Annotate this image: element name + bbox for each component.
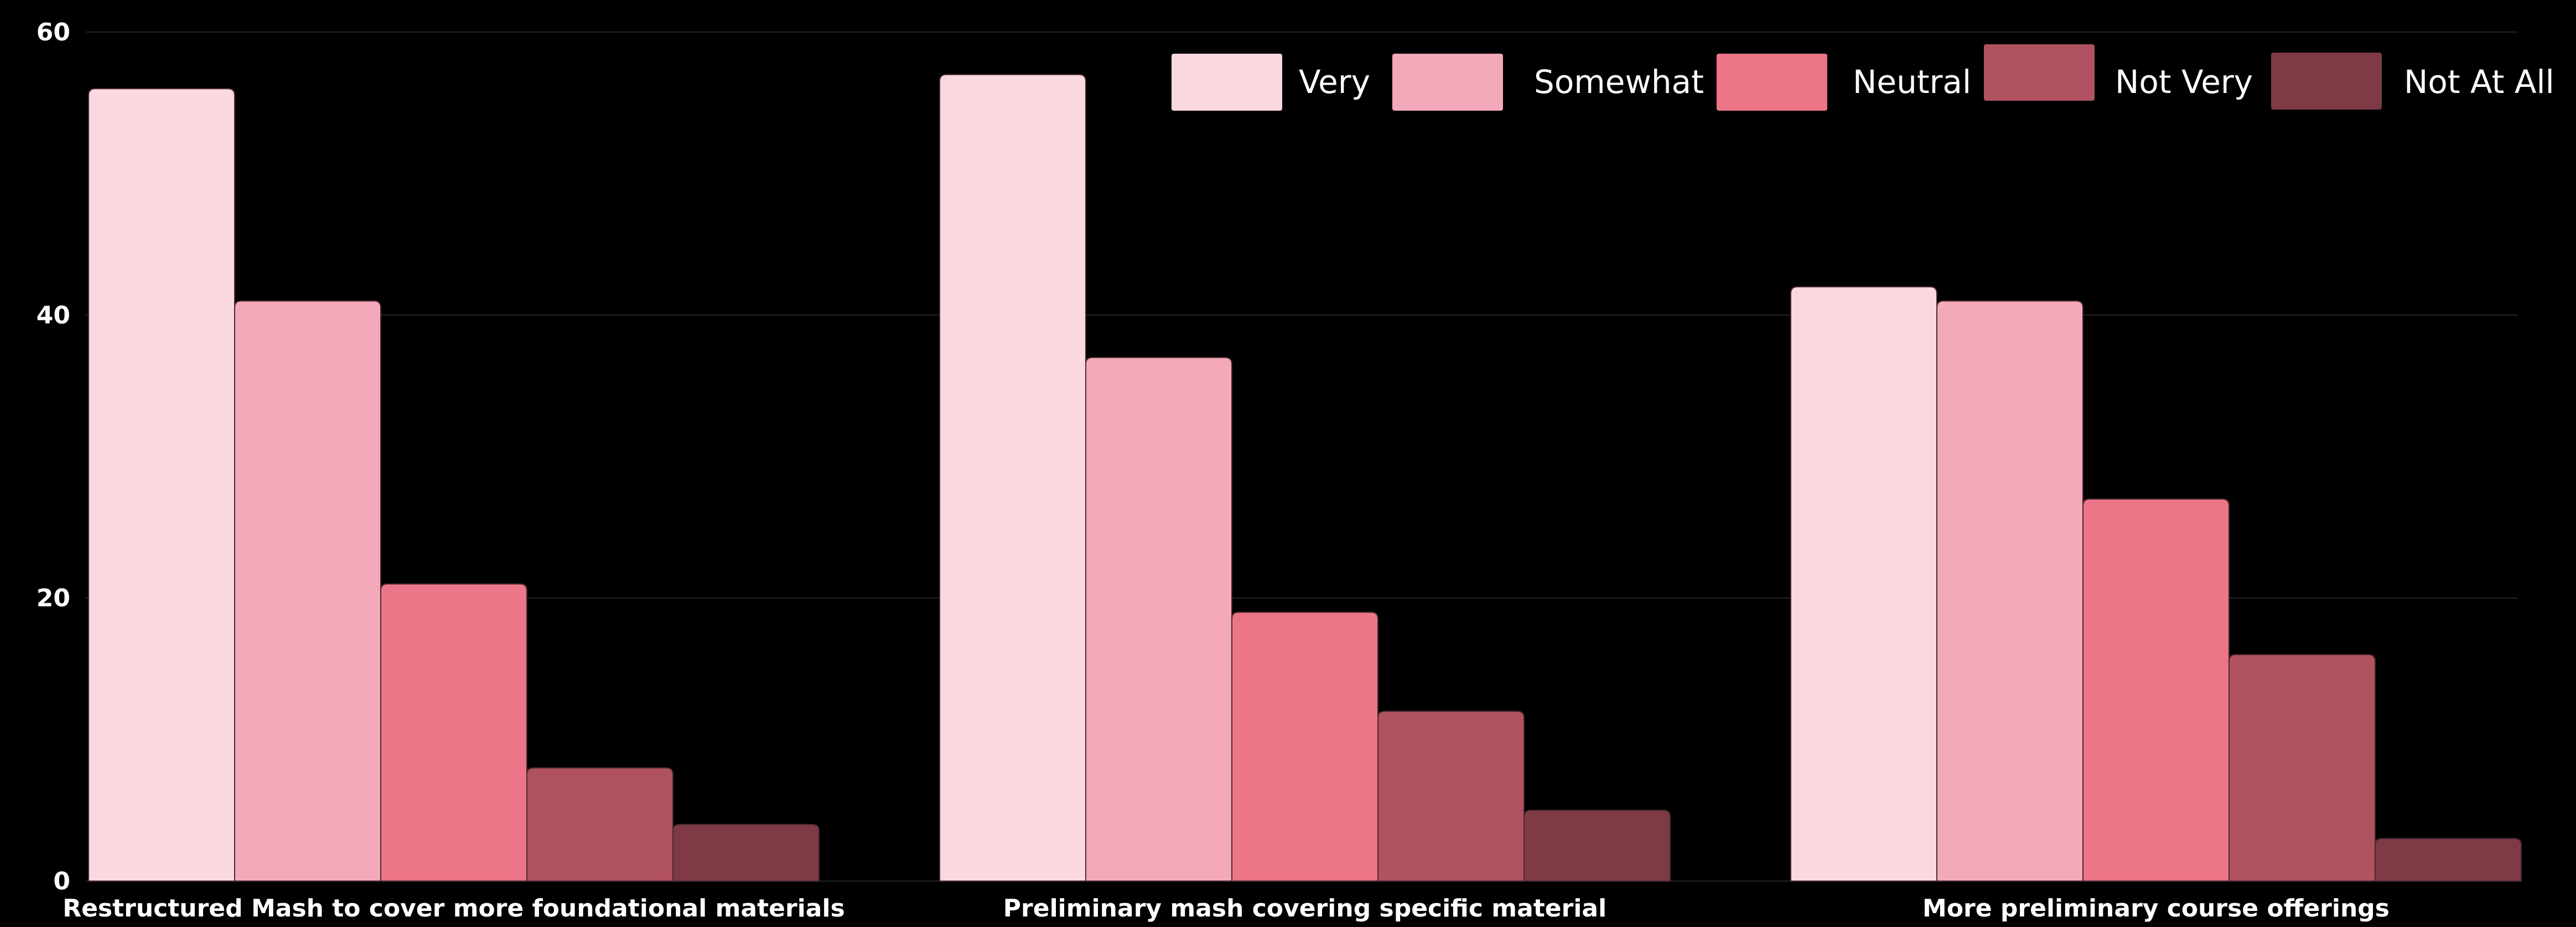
bar: [380, 583, 527, 882]
y-tick-label: 0: [53, 867, 70, 895]
bar-group: [1790, 286, 2522, 882]
legend-swatch: [1717, 54, 1827, 111]
legend-item: Neutral: [1717, 54, 1971, 111]
bar: [1085, 357, 1232, 882]
bar: [672, 824, 820, 882]
y-tick-label: 60: [37, 18, 70, 46]
legend-item: Very: [1172, 54, 1370, 111]
y-tick-label: 40: [37, 301, 70, 329]
bar: [939, 74, 1086, 882]
legend-label: Very: [1299, 63, 1370, 101]
x-category-label: Preliminary mash covering specific mater…: [1003, 894, 1606, 923]
legend-label: Not Very: [2115, 63, 2253, 101]
bar: [234, 300, 381, 882]
x-category-label: More preliminary course offerings: [1922, 894, 2390, 923]
bar-group: [88, 88, 820, 882]
x-category-label: Restructured Mash to cover more foundati…: [63, 894, 845, 923]
legend-swatch: [1172, 54, 1282, 111]
legend-swatch: [2271, 53, 2382, 110]
legend-item: Not At All: [2271, 53, 2554, 110]
axis-layer: 0 20 40 60 Restructured Mash to cover more f…: [37, 18, 2390, 923]
legend: Very Somewhat Neutral Not Very Not At All: [1172, 44, 2554, 111]
bar: [88, 88, 235, 882]
legend-item: Not Very: [1984, 44, 2253, 101]
bar: [2082, 498, 2230, 882]
bar: [1377, 711, 1525, 882]
bar: [1936, 300, 2083, 882]
legend-label: Somewhat: [1534, 63, 1704, 101]
legend-label: Not At All: [2404, 63, 2554, 101]
bar: [526, 767, 673, 882]
bars-layer: [88, 74, 2522, 882]
legend-label: Neutral: [1853, 63, 1971, 101]
bar: [2228, 654, 2376, 882]
bar-group: [939, 74, 1671, 882]
legend-swatch: [1984, 44, 2095, 101]
bar: [2375, 838, 2522, 882]
bar: [1790, 286, 1937, 882]
bar: [1523, 810, 1671, 882]
bar: [1231, 612, 1378, 882]
y-tick-label: 20: [37, 584, 70, 613]
legend-swatch: [1392, 54, 1503, 111]
legend-item: Somewhat: [1392, 54, 1704, 111]
